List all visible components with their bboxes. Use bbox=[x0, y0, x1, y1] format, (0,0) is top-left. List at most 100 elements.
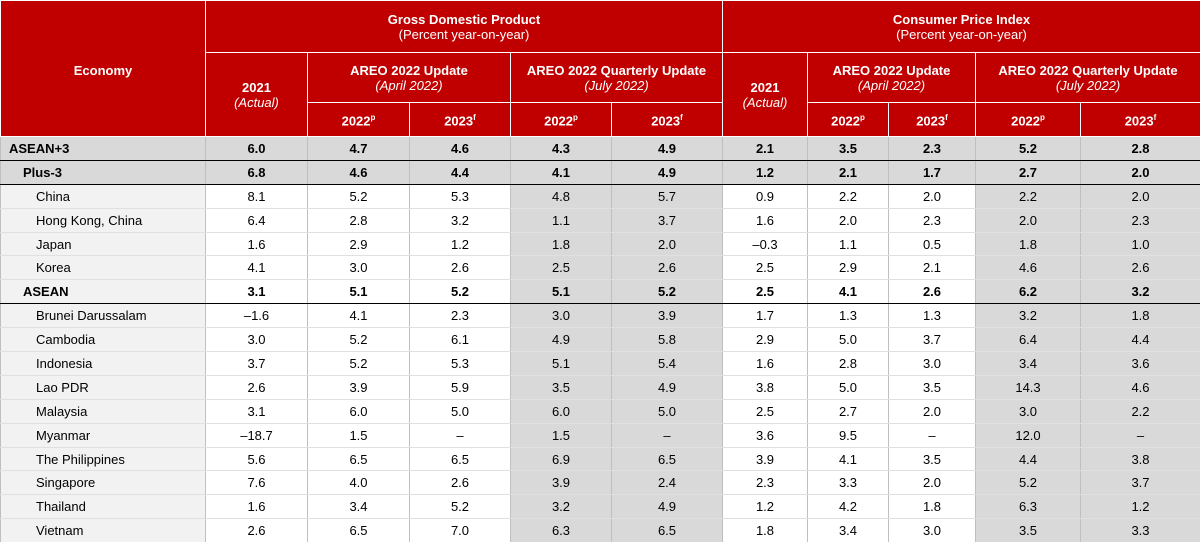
table-row: Singapore 7.6 4.0 2.6 3.9 2.4 2.3 3.3 2.0 5.2 3.7 bbox=[0, 470, 1200, 496]
update-note: (July 2022) bbox=[1055, 77, 1121, 93]
value-cell: 3.0 bbox=[888, 518, 976, 542]
year: 2023 bbox=[444, 113, 474, 129]
value-cell: 3.1 bbox=[205, 279, 308, 305]
value-cell: 3.2 bbox=[409, 208, 511, 233]
year: 2022 bbox=[341, 113, 371, 129]
value-cell: 14.3 bbox=[975, 375, 1081, 400]
value-cell: – bbox=[1080, 423, 1200, 448]
value-cell: 1.2 bbox=[722, 159, 808, 185]
value-cell: 4.1 bbox=[807, 447, 889, 472]
year: 2023 bbox=[1124, 113, 1154, 129]
value-cell: 5.3 bbox=[409, 351, 511, 376]
update-note: (July 2022) bbox=[584, 77, 649, 93]
value-cell: 3.9 bbox=[611, 303, 723, 329]
economy-cell: Malaysia bbox=[0, 399, 206, 424]
value-cell: 5.6 bbox=[205, 447, 308, 472]
value-cell: 4.1 bbox=[205, 255, 308, 281]
value-cell: 2.8 bbox=[307, 208, 410, 233]
update-title: AREO 2022 Quarterly Update bbox=[998, 62, 1178, 78]
year-header: 2023f bbox=[888, 102, 976, 137]
value-cell: 3.5 bbox=[888, 447, 976, 472]
value-cell: 4.6 bbox=[975, 255, 1081, 281]
year: 2022 bbox=[831, 113, 861, 129]
value-cell: 6.5 bbox=[307, 518, 410, 542]
value-cell: 5.1 bbox=[510, 351, 612, 376]
value-cell: 4.1 bbox=[307, 303, 410, 329]
value-cell: 3.4 bbox=[975, 351, 1081, 376]
value-cell: 0.5 bbox=[888, 232, 976, 257]
value-cell: 6.3 bbox=[975, 494, 1081, 520]
table-row: The Philippines 5.6 6.5 6.5 6.9 6.5 3.9 4.1 3.5 4… bbox=[0, 447, 1200, 472]
value-cell: 3.0 bbox=[975, 399, 1081, 424]
table-row: Hong Kong, China 6.4 2.8 3.2 1.1 3.7 1.6 2.0 2.3… bbox=[0, 208, 1200, 233]
economy-cell: The Philippines bbox=[0, 447, 206, 472]
value-cell: 2.0 bbox=[807, 208, 889, 233]
value-cell: 4.4 bbox=[409, 159, 511, 185]
value-cell: 3.9 bbox=[510, 470, 612, 496]
value-cell: 6.2 bbox=[975, 279, 1081, 305]
group-header: Gross Domestic Product (Percent year-on-y… bbox=[205, 0, 723, 53]
value-cell: 2.3 bbox=[1080, 208, 1200, 233]
value-cell: 1.3 bbox=[888, 303, 976, 329]
economy-cell: Singapore bbox=[0, 470, 206, 496]
value-cell: 3.2 bbox=[1080, 279, 1200, 305]
value-cell: 4.4 bbox=[1080, 327, 1200, 353]
value-cell: 9.5 bbox=[807, 423, 889, 448]
update-note: (April 2022) bbox=[857, 77, 926, 93]
superscript: f bbox=[1153, 113, 1157, 123]
value-cell: 5.2 bbox=[409, 279, 511, 305]
value-cell: 1.5 bbox=[510, 423, 612, 448]
year-header: 2022p bbox=[510, 102, 612, 137]
value-cell: 3.0 bbox=[510, 303, 612, 329]
year: 2023 bbox=[651, 113, 681, 129]
value-cell: 6.0 bbox=[205, 136, 308, 161]
update-header: AREO 2022 Update (April 2022) bbox=[307, 52, 511, 103]
economy-cell: Myanmar bbox=[0, 423, 206, 448]
economy-cell: Vietnam bbox=[0, 518, 206, 542]
value-cell: 1.6 bbox=[722, 208, 808, 233]
value-cell: 3.4 bbox=[307, 494, 410, 520]
value-cell: 3.5 bbox=[975, 518, 1081, 542]
value-cell: 3.6 bbox=[1080, 351, 1200, 376]
note: (Actual) bbox=[742, 94, 788, 110]
economy-cell: Japan bbox=[0, 232, 206, 257]
value-cell: 1.2 bbox=[722, 494, 808, 520]
value-cell: 3.5 bbox=[807, 136, 889, 161]
table-row: Vietnam 2.6 6.5 7.0 6.3 6.5 1.8 3.4 3.0 3.5 3.3 bbox=[0, 518, 1200, 542]
value-cell: –0.3 bbox=[722, 232, 808, 257]
value-cell: 4.3 bbox=[510, 136, 612, 161]
value-cell: 2.0 bbox=[888, 470, 976, 496]
year: 2021 bbox=[750, 79, 780, 95]
year-header: 2022p bbox=[307, 102, 410, 137]
table-row: Plus-3 6.8 4.6 4.4 4.1 4.9 1.2 2.1 1.7 2.7 2.0 bbox=[0, 159, 1200, 185]
value-cell: 3.5 bbox=[510, 375, 612, 400]
year: 2022 bbox=[1011, 113, 1041, 129]
year: 2022 bbox=[544, 113, 574, 129]
header-text: Economy bbox=[73, 63, 133, 78]
value-cell: 5.2 bbox=[611, 279, 723, 305]
economy-cell: Thailand bbox=[0, 494, 206, 520]
value-cell: 6.5 bbox=[611, 447, 723, 472]
economy-cell: Korea bbox=[0, 255, 206, 281]
value-cell: 2.1 bbox=[807, 159, 889, 185]
year-header: 2023f bbox=[611, 102, 723, 137]
superscript: f bbox=[680, 113, 683, 123]
economy-cell: Cambodia bbox=[0, 327, 206, 353]
value-cell: 2.0 bbox=[888, 399, 976, 424]
value-cell: 5.0 bbox=[611, 399, 723, 424]
value-cell: 1.7 bbox=[888, 159, 976, 185]
value-cell: 5.7 bbox=[611, 184, 723, 209]
value-cell: 2.2 bbox=[975, 184, 1081, 209]
year-header: 2022p bbox=[975, 102, 1081, 137]
economy-cell: Hong Kong, China bbox=[0, 208, 206, 233]
value-cell: 2.5 bbox=[510, 255, 612, 281]
value-cell: 3.8 bbox=[722, 375, 808, 400]
value-cell: –18.7 bbox=[205, 423, 308, 448]
value-cell: 4.9 bbox=[611, 136, 723, 161]
value-cell: 2.5 bbox=[722, 255, 808, 281]
year-header: 2023f bbox=[1080, 102, 1200, 137]
value-cell: 1.8 bbox=[722, 518, 808, 542]
value-cell: 1.8 bbox=[888, 494, 976, 520]
value-cell: 1.3 bbox=[807, 303, 889, 329]
